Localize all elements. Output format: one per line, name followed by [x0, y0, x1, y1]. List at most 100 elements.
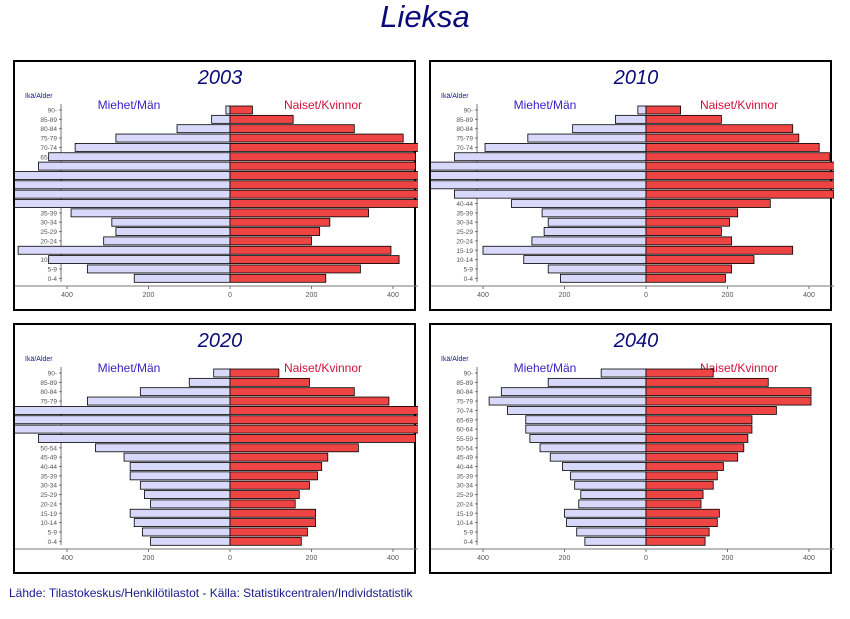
bar-women	[229, 273, 327, 283]
bar-women	[229, 245, 392, 255]
y-tick-label: 10-14	[456, 520, 473, 527]
legend-men: Miehet/Män	[98, 361, 161, 375]
bar-women	[229, 124, 355, 134]
bar-women	[229, 255, 400, 265]
y-tick-label: 20-24	[456, 501, 473, 508]
x-tick-label: 0	[228, 292, 232, 299]
y-tick-label: 50-54	[456, 445, 473, 452]
y-tick-label: 45-49	[456, 455, 473, 462]
y-tick-label: 30-34	[456, 483, 473, 490]
bar-men	[86, 264, 231, 274]
y-tick-label: 75-79	[40, 136, 57, 143]
y-tick-label: 35-39	[40, 473, 57, 480]
bar-men	[431, 171, 647, 180]
legend-women: Naiset/Kvinnor	[700, 98, 778, 112]
bar-men	[482, 245, 647, 255]
chart-title: 2010	[613, 67, 659, 89]
bar-women	[229, 152, 416, 162]
legend-men: Miehet/Män	[514, 98, 577, 112]
bar-men	[570, 471, 647, 481]
y-tick-label: 20-24	[40, 501, 57, 508]
y-tick-label: 70-74	[40, 145, 57, 152]
x-tick-label: 400	[803, 555, 815, 562]
y-tick-label: 80-84	[40, 126, 57, 133]
bar-men	[572, 124, 647, 134]
bar-men	[574, 480, 647, 490]
legend-women: Naiset/Kvinnor	[284, 361, 362, 375]
bar-men	[115, 133, 231, 143]
bar-men	[576, 527, 647, 537]
bar-women	[645, 255, 755, 265]
y-tick-label: 75-79	[456, 136, 473, 143]
bar-men	[15, 189, 231, 199]
bar-women	[229, 536, 302, 546]
bar-men	[511, 199, 647, 208]
bar-men	[543, 227, 647, 236]
bar-women	[645, 114, 722, 124]
bar-men	[141, 527, 231, 537]
y-tick-label: 0-4	[464, 276, 474, 283]
x-tick-label: 0	[228, 555, 232, 562]
chart-title: 2040	[613, 330, 659, 352]
bar-men	[547, 217, 647, 227]
y-tick-label: 85-89	[40, 117, 57, 124]
bar-women	[229, 189, 418, 199]
y-tick-label: 0-4	[48, 276, 58, 283]
bar-women	[645, 508, 720, 518]
bar-women	[645, 396, 812, 406]
bar-women	[229, 114, 294, 124]
bar-men	[580, 490, 647, 499]
bar-men	[562, 462, 647, 471]
bar-women	[645, 377, 769, 387]
bar-women	[229, 227, 321, 236]
y-axis-label: Ikä/Alder	[25, 93, 53, 100]
bar-men	[431, 161, 647, 171]
legend-men: Miehet/Män	[514, 361, 577, 375]
bar-women	[229, 480, 310, 490]
bar-men	[547, 264, 647, 274]
y-tick-label: 80-84	[456, 126, 473, 133]
y-tick-label: 80-84	[456, 389, 473, 396]
y-tick-label: 40-44	[456, 201, 473, 208]
bar-women	[645, 490, 704, 499]
y-axis-label: Ikä/Alder	[441, 93, 469, 100]
bar-men	[129, 462, 231, 471]
y-axis-label: Ikä/Alder	[25, 356, 53, 363]
bar-women	[645, 143, 820, 152]
x-tick-label: 400	[387, 555, 399, 562]
bar-men	[211, 114, 231, 124]
bar-men	[15, 199, 231, 208]
bar-women	[645, 527, 710, 537]
y-tick-label: 55-59	[456, 436, 473, 443]
y-tick-label: 25-29	[456, 229, 473, 236]
y-tick-label: 75-79	[456, 399, 473, 406]
x-tick-label: 200	[559, 555, 571, 562]
bar-women	[645, 105, 682, 115]
bar-men	[139, 387, 231, 397]
x-tick-label: 0	[644, 292, 648, 299]
bar-men	[86, 396, 231, 406]
x-tick-label: 400	[61, 555, 73, 562]
y-tick-label: 15-19	[456, 248, 473, 255]
y-tick-label: 35-39	[456, 473, 473, 480]
bar-men	[431, 180, 647, 190]
y-tick-label: 5-9	[48, 266, 58, 273]
y-tick-label: 20-24	[456, 238, 473, 245]
bar-men	[454, 189, 647, 199]
bar-men	[500, 387, 647, 397]
bar-men	[484, 143, 647, 152]
y-tick-label: 90-	[464, 371, 473, 378]
y-tick-label: 25-29	[40, 229, 57, 236]
bar-women	[229, 452, 329, 462]
bar-women	[229, 471, 319, 481]
bar-women	[229, 161, 416, 171]
y-tick-label: 50-54	[40, 445, 57, 452]
y-tick-label: 85-89	[40, 380, 57, 387]
y-axis-label: Ikä/Alder	[441, 356, 469, 363]
pyramid-chart: 2020 Ikä/Alder Miehet/Män Naiset/Kvinnor 90-…	[15, 330, 418, 562]
pyramid-panel-2020: 2020 Ikä/Alder Miehet/Män Naiset/Kvinnor 90-…	[13, 323, 418, 574]
y-tick-label: 20-24	[40, 238, 57, 245]
bar-women	[229, 508, 316, 518]
bar-men	[74, 143, 231, 152]
bar-women	[645, 189, 834, 199]
